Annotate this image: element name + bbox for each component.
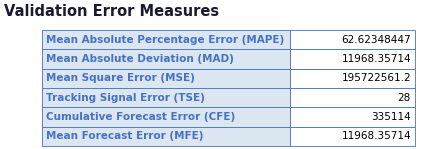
Text: Tracking Signal Error (TSE): Tracking Signal Error (TSE) [46, 93, 205, 103]
Text: Mean Absolute Percentage Error (MAPE): Mean Absolute Percentage Error (MAPE) [46, 35, 284, 45]
Text: Mean Absolute Deviation (MAD): Mean Absolute Deviation (MAD) [46, 54, 234, 64]
Bar [290, 69, 415, 88]
Bar [290, 88, 415, 107]
Text: 28: 28 [398, 93, 411, 103]
Bar [290, 49, 415, 69]
Text: Validation Error Measures: Validation Error Measures [4, 4, 219, 19]
Text: 62.62348447: 62.62348447 [341, 35, 411, 45]
Text: 195722561.2: 195722561.2 [341, 73, 411, 83]
Bar [42, 69, 290, 88]
Text: Mean Forecast Error (MFE): Mean Forecast Error (MFE) [46, 131, 203, 141]
Bar [42, 30, 290, 49]
Bar [42, 49, 290, 69]
Bar [42, 107, 290, 127]
Text: 11968.35714: 11968.35714 [341, 131, 411, 141]
Bar [290, 127, 415, 146]
Text: Cumulative Forecast Error (CFE): Cumulative Forecast Error (CFE) [46, 112, 235, 122]
Text: 335114: 335114 [371, 112, 411, 122]
Bar [290, 30, 415, 49]
Bar [42, 127, 290, 146]
Bar [290, 107, 415, 127]
Bar [42, 88, 290, 107]
Text: Mean Square Error (MSE): Mean Square Error (MSE) [46, 73, 195, 83]
Text: 11968.35714: 11968.35714 [341, 54, 411, 64]
